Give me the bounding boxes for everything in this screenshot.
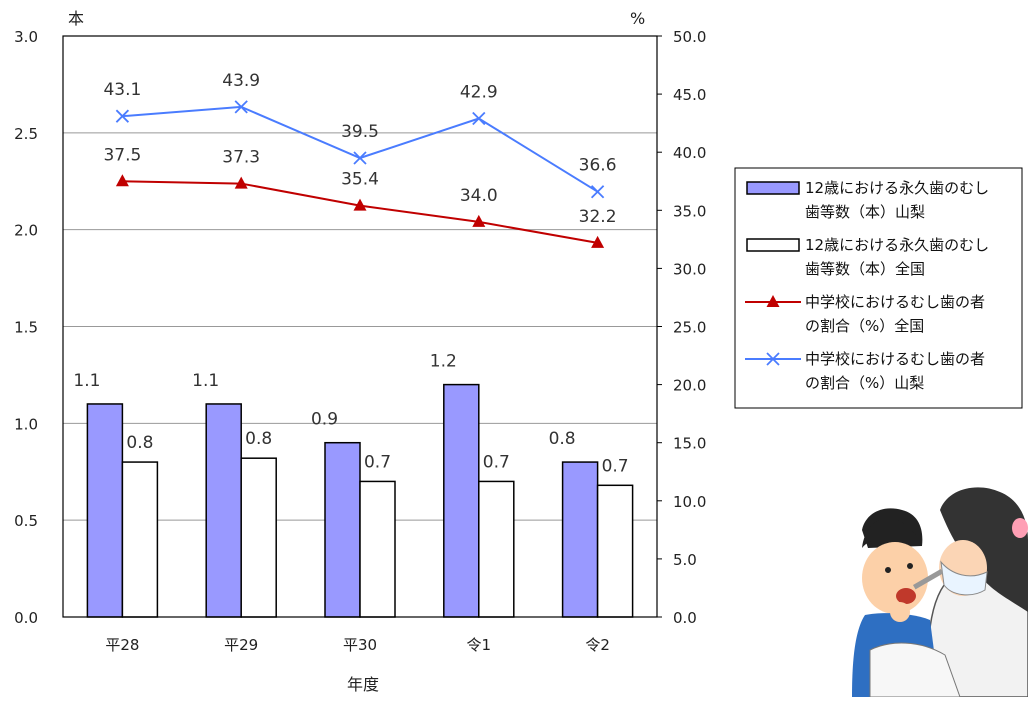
legend-label: 12歳における永久歯のむし [805,179,989,197]
y-right-tick-label: 5.0 [673,551,697,569]
line-marker-stroke [353,151,367,165]
y-right-tick-label: 25.0 [673,319,706,337]
legend-swatch [746,181,800,195]
bar-data-label: 1.2 [430,352,457,372]
line-marker-stroke [472,111,486,126]
x-tick-label: 平29 [224,636,258,654]
y-right-tick-label: 45.0 [673,86,706,104]
legend-label: 歯等数（本）全国 [805,260,925,278]
line-data-label: 39.5 [341,122,379,142]
legend-label: の割合（%）全国 [805,317,924,335]
line-data-label: 42.9 [460,83,498,103]
bar [561,461,599,618]
line-marker [234,100,248,114]
line-data-label: 32.2 [579,207,617,227]
line-marker-stroke [234,100,248,114]
line-marker [353,198,367,211]
y-left-tick-label: 2.5 [14,125,38,143]
bar-data-label: 0.7 [483,452,510,472]
x-tick-label: 令1 [467,636,492,654]
line-marker [115,109,130,123]
line-marker [591,235,605,248]
y-right-tick-label: 30.0 [673,260,706,278]
y-right-tick-label: 35.0 [673,202,706,220]
legend-label: 中学校におけるむし歯の者 [805,293,985,311]
y-right-tick-label: 50.0 [673,28,706,46]
dentist-checkup-illustration [852,487,1028,698]
line-data-label: 35.4 [341,170,379,190]
y-right-tick-label: 15.0 [673,435,706,453]
line-marker [590,185,605,199]
legend-box [734,167,1023,409]
series-line [122,180,598,244]
y-right-tick-label: 0.0 [673,609,697,627]
y-left-tick-label: 0.5 [14,512,38,530]
line-marker-stroke [590,185,605,199]
legend-marker [766,295,780,307]
x-tick-label: 平28 [105,636,139,654]
legend-label: 12歳における永久歯のむし [805,236,989,254]
y-left-tick-label: 2.0 [14,222,38,240]
line-data-label: 37.5 [103,145,141,165]
line-marker [353,151,367,165]
bar [596,484,634,618]
bar [121,461,159,618]
line-marker [234,176,248,189]
y-left-tick-label: 0.0 [14,609,38,627]
bar-data-label: 1.1 [192,371,219,391]
y-left-unit: 本 [68,9,84,28]
y-left-tick-label: 3.0 [14,28,38,46]
line-data-label: 43.1 [103,80,141,100]
legend-label: 歯等数（本）山梨 [805,203,925,221]
bar [86,403,124,618]
y-right-unit: % [630,9,645,28]
y-left-tick-label: 1.5 [14,319,38,337]
bar-data-label: 0.8 [549,429,576,449]
bar-data-label: 0.8 [245,429,272,449]
x-axis-label: 年度 [347,675,379,694]
bar [359,480,396,618]
line-marker [115,174,129,187]
y-right-tick-label: 20.0 [673,377,706,395]
line-marker [472,214,486,227]
bar-data-label: 0.8 [126,433,153,453]
bar-data-label: 0.9 [311,410,338,430]
line-series [115,100,605,248]
line-marker-stroke [115,109,130,123]
line-data-label: 36.6 [579,156,617,176]
line-data-label: 34.0 [460,186,498,206]
line-data-label: 43.9 [222,71,260,91]
legend-swatch [746,238,800,252]
bar [443,383,480,618]
x-tick-label: 平30 [343,636,377,654]
axes: 0.0 0.5 1.0 1.5 2.0 2.5 3.0 本 0.0 5.0 10.0 15.0 20.0… [14,9,706,694]
bar [324,441,361,618]
y-left-tick-label: 1.0 [14,415,38,433]
legend-marker [766,352,780,366]
bar-data-label: 1.1 [73,371,100,391]
y-right-tick-label: 40.0 [673,144,706,162]
gridlines [63,132,657,521]
data-labels: 1.1 1.1 0.9 1.2 0.8 0.8 0.8 0.7 0.7 0.7 37.5 37.3 35… [73,71,628,476]
y-right-tick-label: 10.0 [673,493,706,511]
line-data-label: 37.3 [222,148,260,168]
legend-label: 中学校におけるむし歯の者 [805,350,985,368]
bar [240,457,277,618]
x-tick-label: 令2 [585,636,610,654]
bar [205,403,242,618]
bar-series [86,383,634,618]
legend-label: の割合（%）山梨 [805,374,924,392]
bar-data-label: 0.7 [364,452,391,472]
bar-data-label: 0.7 [602,456,629,476]
bar [478,480,515,618]
line-marker [472,111,486,126]
